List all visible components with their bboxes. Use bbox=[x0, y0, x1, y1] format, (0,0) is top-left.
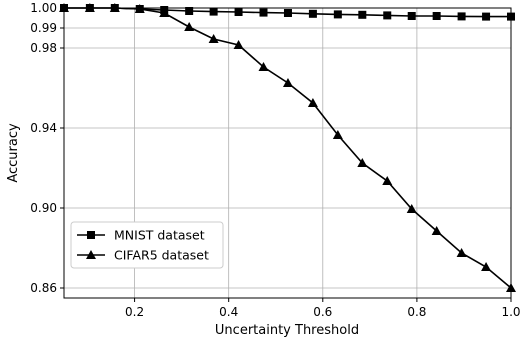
data-point bbox=[333, 10, 342, 19]
data-point bbox=[234, 8, 243, 16]
data-point bbox=[407, 12, 416, 20]
legend-marker bbox=[87, 231, 95, 239]
x-axis-label: Uncertainty Threshold bbox=[215, 323, 359, 338]
data-point bbox=[357, 158, 368, 167]
data-point bbox=[258, 62, 269, 71]
data-point bbox=[457, 12, 466, 21]
data-point bbox=[209, 7, 218, 16]
data-point bbox=[481, 262, 492, 271]
data-point bbox=[184, 22, 195, 31]
legend-label: CIFAR5 dataset bbox=[114, 248, 209, 263]
data-point bbox=[456, 248, 467, 257]
y-tick-label: 0.99 bbox=[30, 21, 57, 35]
legend-label: MNIST dataset bbox=[114, 228, 205, 243]
data-point bbox=[259, 8, 268, 17]
data-point bbox=[432, 12, 441, 20]
data-point bbox=[159, 8, 170, 17]
plot-frame bbox=[63, 7, 512, 299]
y-tick-label: 0.98 bbox=[30, 41, 57, 55]
data-point bbox=[358, 10, 367, 19]
data-point bbox=[307, 98, 318, 107]
data-point bbox=[383, 11, 392, 20]
y-axis-label: Accuracy bbox=[6, 123, 21, 183]
data-point bbox=[283, 9, 292, 17]
legend-item: CIFAR5 dataset bbox=[77, 248, 209, 263]
data-point bbox=[282, 78, 293, 87]
legend-marker bbox=[86, 250, 96, 259]
legend-item: MNIST dataset bbox=[77, 228, 205, 243]
data-point bbox=[431, 226, 442, 235]
y-tick-label: 0.94 bbox=[30, 121, 57, 135]
data-point bbox=[208, 34, 219, 43]
legend-box bbox=[70, 221, 224, 269]
data-point bbox=[482, 12, 491, 21]
x-tick-label: 0.8 bbox=[407, 305, 426, 319]
x-tick-label: 0.2 bbox=[125, 305, 144, 319]
data-point bbox=[332, 130, 343, 139]
ticks: 0.2 0.4 0.6 0.8 1.0 0.86 0.90 0.94 0.98 0.99 1.00 bbox=[30, 1, 520, 319]
y-tick-label: 1.00 bbox=[30, 1, 57, 15]
y-tick-label: 0.86 bbox=[30, 281, 57, 295]
data-point bbox=[382, 176, 393, 185]
x-tick-label: 0.4 bbox=[219, 305, 238, 319]
y-tick-label: 0.90 bbox=[30, 201, 57, 215]
data-point bbox=[308, 9, 317, 18]
x-tick-label: 1.0 bbox=[501, 305, 520, 319]
data-point bbox=[233, 40, 244, 49]
x-tick-label: 0.6 bbox=[313, 305, 332, 319]
data-point bbox=[406, 204, 417, 213]
legend: MNIST dataset CIFAR5 dataset bbox=[70, 221, 224, 269]
data-point bbox=[185, 7, 194, 15]
